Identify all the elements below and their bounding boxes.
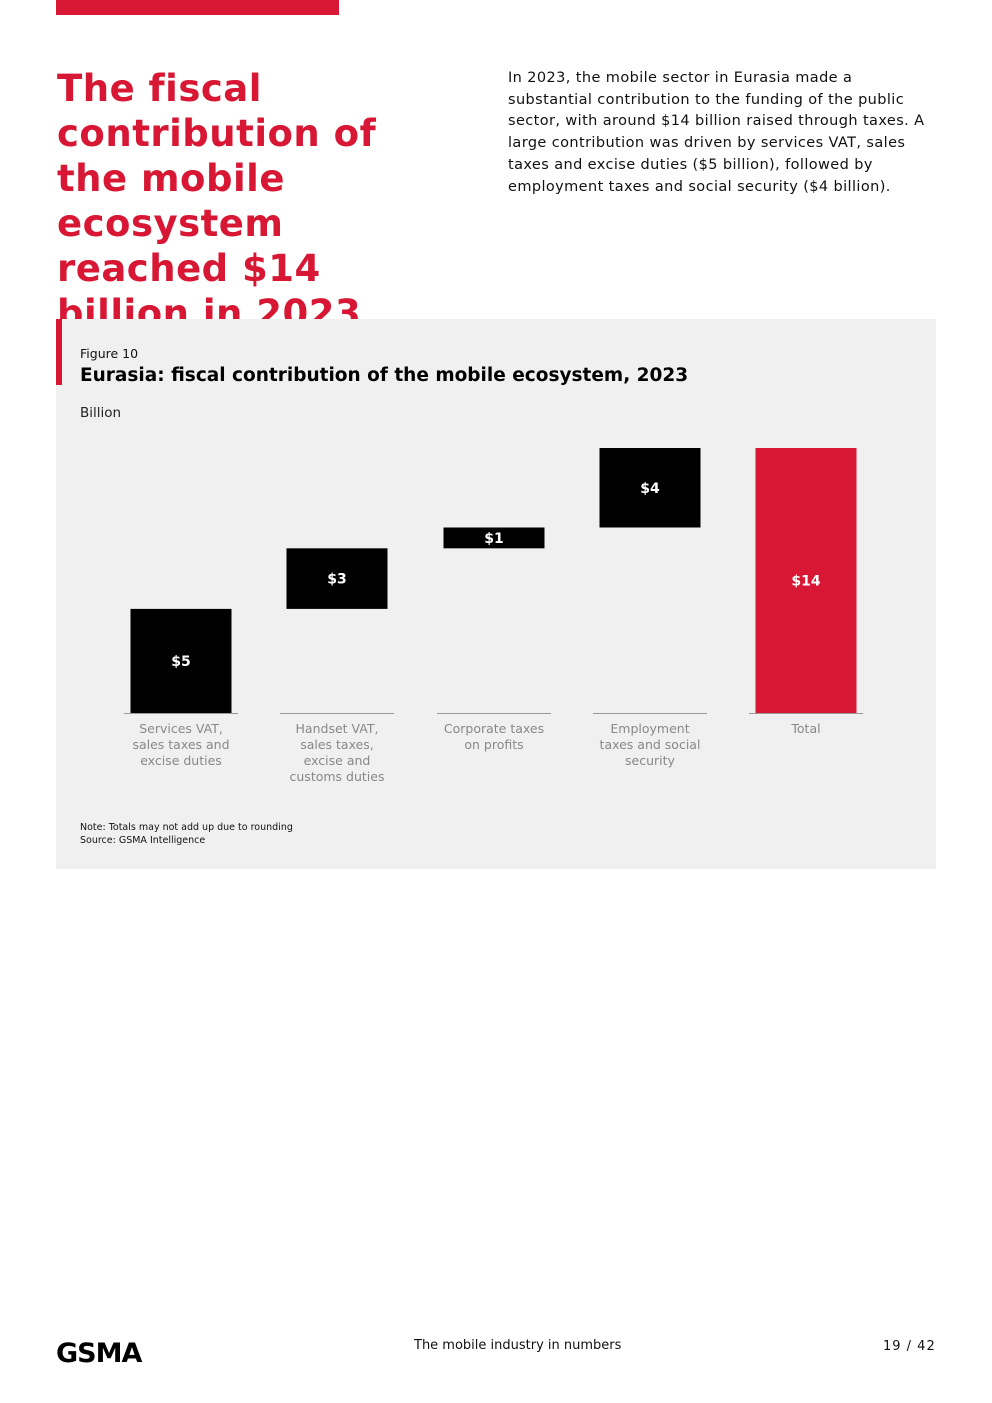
source-text: Source: GSMA Intelligence [80, 835, 206, 846]
category-label: excise and [304, 753, 371, 768]
figure-title: Eurasia: fiscal contribution of the mobi… [80, 365, 689, 386]
category-label: Employment [610, 721, 689, 736]
footer-title: The mobile industry in numbers [414, 1338, 622, 1353]
bar-data-label: $4 [640, 481, 660, 497]
bar-data-label: $14 [791, 574, 820, 590]
page-headline: The fiscal contribution of the mobile ec… [57, 67, 377, 335]
category-label: security [625, 753, 676, 768]
component-bar [286, 548, 388, 609]
bar-data-label: $5 [171, 654, 190, 670]
category-label: customs duties [290, 769, 385, 784]
top-accent-bar [56, 0, 339, 15]
unit-label: Billion [80, 405, 122, 421]
figure-accent-bar [56, 319, 62, 385]
page-number: 19 / 42 [883, 1339, 936, 1354]
category-label: taxes and social [600, 737, 701, 752]
intro-paragraph: In 2023, the mobile sector in Eurasia ma… [508, 70, 925, 195]
category-label: sales taxes, [300, 737, 374, 752]
bar-data-label: $3 [327, 572, 346, 588]
category-label: Handset VAT, [296, 721, 379, 736]
category-label: sales taxes and [132, 737, 229, 752]
category-label: Corporate taxes [444, 721, 544, 736]
bar-data-label: $1 [484, 531, 503, 547]
category-label: Total [790, 721, 820, 736]
note-text: Note: Totals may not add up due to round… [80, 822, 293, 833]
component-bar [443, 527, 545, 549]
gsma-logo: GSMA [56, 1338, 142, 1369]
figure-panel: Figure 10 Eurasia: fiscal contribution o… [56, 319, 936, 869]
figure-notes: Note: Totals may not add up due to round… [80, 821, 293, 847]
total-bar [755, 448, 857, 713]
category-label: on profits [464, 737, 523, 752]
figure-label: Figure 10 [80, 346, 139, 361]
category-label: Services VAT, [139, 721, 223, 736]
category-label: excise duties [140, 753, 222, 768]
component-bar [130, 608, 232, 713]
component-bar [599, 448, 701, 528]
